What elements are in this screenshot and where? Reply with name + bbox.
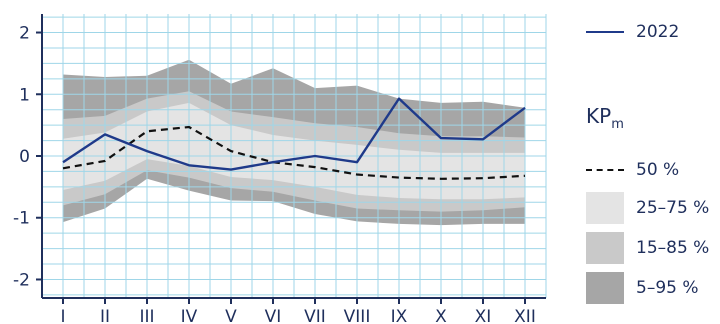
legend-item-band-mid: 15–85 % — [586, 232, 709, 264]
legend-label-band-mid: 15–85 % — [636, 238, 710, 258]
x-tick-label: XII — [514, 307, 536, 324]
y-tick-label: 0 — [19, 147, 30, 167]
series-2022-line — [62, 97, 526, 171]
x-tick-label: IV — [181, 307, 198, 324]
y-tick-label: 1 — [19, 85, 30, 105]
x-tick-labels: I II III IV V VI VII VIII IX X XI XII — [60, 307, 535, 324]
legend-item-2022: 2022 — [586, 22, 679, 42]
legend-swatch-inner — [586, 192, 624, 224]
axis-layer — [36, 14, 546, 304]
legend-title-main: KP — [586, 104, 612, 128]
legend-swatch-outer — [586, 272, 624, 304]
legend-item-band-inner: 25–75 % — [586, 192, 709, 224]
legend-label-band-inner: 25–75 % — [636, 198, 710, 218]
legend-item-band-outer: 5–95 % — [586, 272, 699, 304]
x-tick-label: X — [435, 307, 447, 324]
x-tick-label: V — [225, 307, 237, 324]
legend-item-median: 50 % — [586, 160, 679, 180]
y-tick-label: 2 — [19, 24, 30, 44]
legend-title-sub: m — [611, 117, 624, 132]
x-tick-label: II — [100, 307, 110, 324]
legend-label-2022: 2022 — [636, 22, 680, 42]
x-tick-label: I — [60, 307, 65, 324]
legend: 2022 KPm 50 % 25–75 % 15–85 % 5–95 % — [586, 0, 720, 324]
x-tick-label: VI — [265, 307, 282, 324]
legend-label-median: 50 % — [636, 160, 680, 180]
y-tick-label: -1 — [13, 209, 30, 229]
x-tick-label: VIII — [344, 307, 371, 324]
legend-swatch-mid — [586, 232, 624, 264]
median-layer — [62, 125, 526, 180]
x-tick-label: XI — [475, 307, 492, 324]
legend-dash-swatch — [586, 169, 624, 171]
x-tick-label: IX — [391, 307, 408, 324]
y-tick-labels: 2 1 0 -1 -2 — [13, 24, 30, 291]
chart: 210-1-2 I II III IV V VI VII VIII IX X XI XII — [13, 14, 547, 324]
legend-label-band-outer: 5–95 % — [636, 278, 699, 298]
y-tick-label: -2 — [13, 270, 30, 290]
legend-title: KPm — [586, 104, 624, 132]
x-tick-label: VII — [304, 307, 326, 324]
x-tick-label: III — [139, 307, 154, 324]
legend-line-swatch — [586, 31, 624, 33]
series-median-line — [62, 125, 526, 180]
grid-layer — [41, 14, 547, 298]
line-layer — [62, 97, 526, 171]
